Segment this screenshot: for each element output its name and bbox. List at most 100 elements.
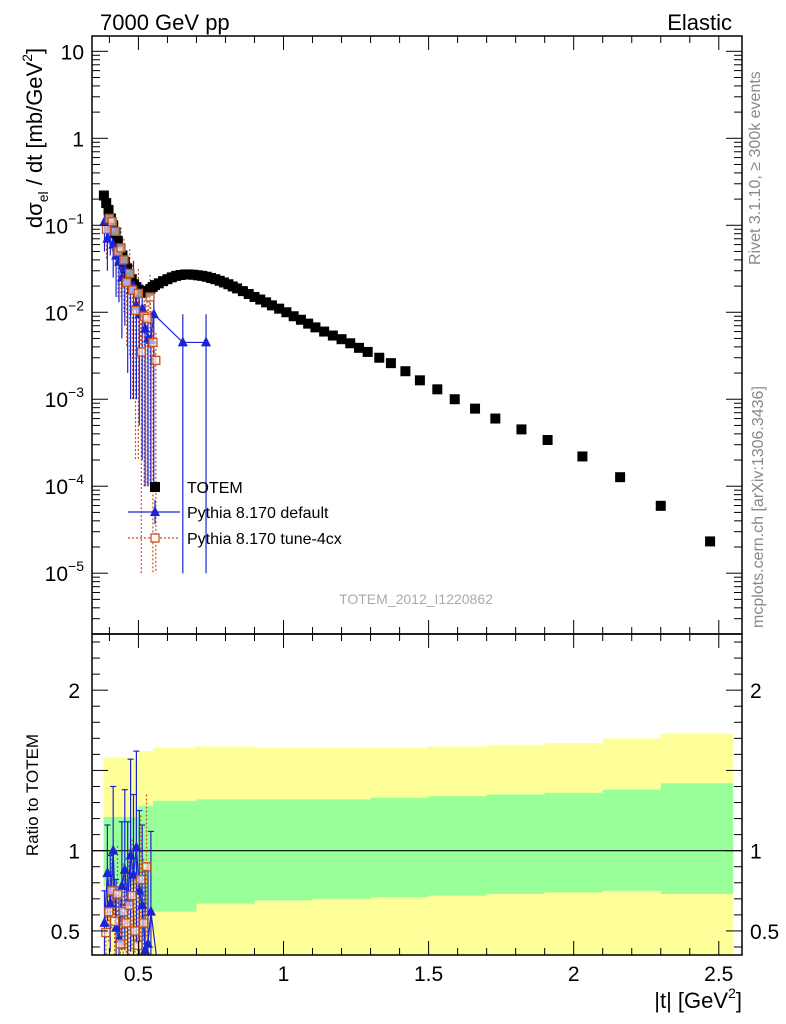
ratio-data-layer (92, 733, 742, 955)
ratio-tune4cx-point (109, 916, 120, 926)
totem-point (516, 424, 527, 435)
default-point (177, 336, 188, 347)
totem-point (274, 303, 285, 314)
ratio-default-point (145, 905, 156, 916)
legend-default-marker (150, 506, 160, 516)
tune4cx-point (142, 313, 152, 324)
totem-point (112, 235, 123, 246)
ratio-default-point (125, 849, 136, 860)
y-tick-base: 10 (45, 563, 68, 586)
ratio-tune4cx-point (136, 874, 146, 885)
totem-point (490, 413, 501, 424)
y-tick-label: 10−5 (45, 558, 85, 586)
ratio-axis-ticks: 0.5 0.5 1 1 2 2 0.5 1 1.5 2 2.5 (51, 634, 779, 986)
rivet-version-label: Rivet 3.1.10, ≥ 300k events (747, 71, 764, 265)
totem-point (243, 289, 254, 300)
totem-point (345, 338, 356, 349)
y-tick-label: 10 (61, 41, 84, 64)
totem-point (232, 283, 243, 294)
totem-point (655, 500, 666, 511)
totem-point (615, 472, 626, 483)
totem-point (353, 342, 364, 353)
totem-point (414, 375, 425, 386)
ratio-default-point (143, 937, 154, 948)
ratio-y-tick-label: 0.5 (51, 921, 80, 944)
ratio-plot-frame (91, 633, 743, 956)
header-right: Elastic (667, 10, 732, 35)
ratio-tune4cx-point (124, 900, 134, 910)
ratio-tune4cx-point (115, 939, 126, 949)
ratio-default-point (102, 867, 113, 878)
y-tick-exponent: −5 (68, 558, 84, 574)
default-point (140, 322, 151, 333)
header-left: 7000 GeV pp (100, 10, 230, 35)
tune4cx-point (148, 337, 158, 348)
default-point (108, 238, 119, 249)
ratio-default-point (111, 921, 122, 932)
totem-point (249, 291, 260, 302)
ratio-tune4cx-point (138, 918, 149, 928)
ratio-default-point (134, 884, 145, 895)
ratio-default-point (131, 841, 142, 852)
totem-point (101, 198, 112, 209)
ratio-tune4cx-point (118, 907, 128, 917)
uncertainty-band-inner (103, 783, 734, 912)
ratio-tune4cx-point (112, 889, 123, 899)
ratio-default-point (128, 868, 139, 879)
ratio-y-tick-label-right: 0.5 (750, 921, 779, 944)
totem-point (542, 434, 553, 445)
y-tick-label: 10−4 (45, 471, 85, 499)
tune4cx-point (101, 224, 112, 234)
totem-point (327, 330, 338, 341)
ratio-y-tick-label-right: 2 (750, 680, 762, 703)
tune4cx-point (125, 268, 135, 279)
totem-point (103, 204, 114, 215)
totem-point (432, 384, 443, 395)
ratio-default-point (99, 916, 110, 927)
x-tick-label: 1 (278, 963, 290, 986)
ratio-plot-panel: 0.5 0.5 1 1 2 2 0.5 1 1.5 2 2.5 Ratio to TOTEM |t|… (23, 633, 779, 1013)
mcplots-label: mcplots.cern.ch [arXiv:1306.3436] (750, 386, 767, 628)
y-tick-label: 10−3 (45, 384, 85, 412)
totem-point (303, 318, 314, 329)
y-tick-label: 10−2 (45, 297, 85, 325)
tune4cx-point (107, 217, 117, 227)
y-tick-label: 10−1 (45, 210, 85, 238)
totem-point (310, 322, 321, 333)
ratio-default-point (116, 879, 127, 890)
tune4cx-point (145, 292, 155, 302)
totem-point (281, 307, 292, 318)
ratio-tune4cx-point (130, 926, 140, 936)
y-tick-exponent: −4 (68, 471, 84, 487)
totem-point (336, 334, 347, 345)
tune4cx-point (151, 355, 161, 365)
totem-point (705, 536, 716, 547)
tune4cx-point (119, 255, 129, 265)
ratio-y-tick-label: 1 (68, 841, 80, 864)
totem-point (295, 314, 306, 325)
x-tick-label: 0.5 (124, 963, 153, 986)
totem-point (237, 286, 248, 297)
main-y-axis-label: dσel / dt [mb/GeV2] (19, 48, 51, 228)
ratio-tune4cx-point (133, 940, 143, 951)
legend-label: TOTEM (187, 480, 243, 497)
totem-point (385, 358, 396, 369)
y-tick-base: 10 (45, 389, 68, 412)
y-tick-exponent: −2 (68, 297, 84, 313)
totem-point (261, 297, 272, 308)
totem-point (319, 326, 330, 337)
totem-point (255, 294, 266, 305)
x-tick-label: 1.5 (414, 963, 443, 986)
ratio-tune4cx-point (101, 927, 111, 938)
totem-point (288, 311, 299, 322)
ratio-default-point (137, 899, 148, 910)
analysis-watermark: TOTEM_2012_I1220862 (339, 591, 493, 607)
default-point (201, 336, 212, 347)
legend-label: Pythia 8.170 tune-4cx (187, 531, 342, 548)
totem-point (400, 366, 411, 377)
y-tick-base: 10 (45, 302, 68, 325)
ratio-default-point (108, 844, 119, 855)
